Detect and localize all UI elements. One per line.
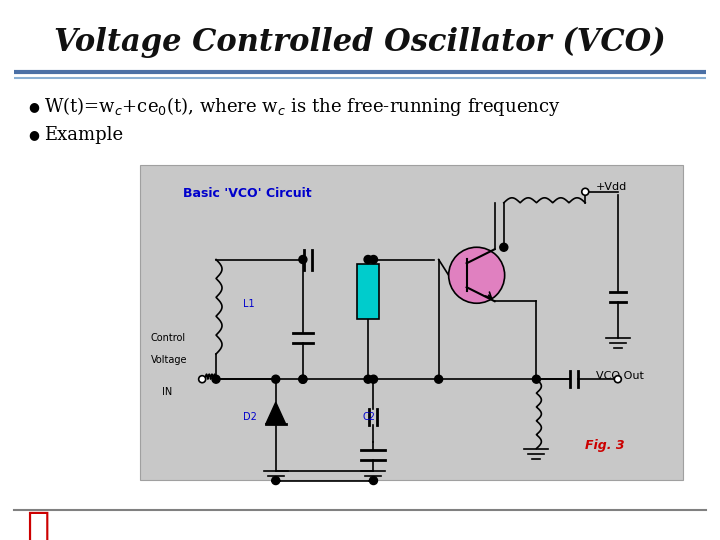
Circle shape xyxy=(614,376,621,383)
Text: IN: IN xyxy=(162,387,172,397)
Circle shape xyxy=(364,375,372,383)
Circle shape xyxy=(364,255,372,264)
Polygon shape xyxy=(266,402,286,424)
Bar xyxy=(140,165,683,480)
Text: Ⓤ: Ⓤ xyxy=(27,509,50,540)
Circle shape xyxy=(582,188,589,195)
Circle shape xyxy=(299,255,307,264)
Text: W(t)=w$_c$+ce$_0$(t), where w$_c$ is the free-running frequency: W(t)=w$_c$+ce$_0$(t), where w$_c$ is the… xyxy=(44,96,561,118)
Circle shape xyxy=(369,255,377,264)
Circle shape xyxy=(435,375,443,383)
Circle shape xyxy=(449,247,505,303)
Text: Fig. 3: Fig. 3 xyxy=(585,439,625,452)
Text: Basic 'VCO' Circuit: Basic 'VCO' Circuit xyxy=(184,187,312,200)
Text: +Vdd: +Vdd xyxy=(596,182,627,192)
Circle shape xyxy=(500,243,508,251)
Text: C2: C2 xyxy=(363,412,376,422)
Circle shape xyxy=(271,477,280,484)
Text: ●: ● xyxy=(28,100,39,113)
Circle shape xyxy=(299,375,307,383)
Circle shape xyxy=(271,375,280,383)
Text: Example: Example xyxy=(44,126,123,144)
Text: D2: D2 xyxy=(243,412,257,422)
Text: Voltage Controlled Oscillator (VCO): Voltage Controlled Oscillator (VCO) xyxy=(54,26,666,58)
Text: Voltage: Voltage xyxy=(151,355,187,365)
Text: ●: ● xyxy=(28,129,39,141)
Circle shape xyxy=(199,376,206,383)
Circle shape xyxy=(212,375,220,383)
Circle shape xyxy=(532,375,541,383)
Circle shape xyxy=(369,477,377,484)
Bar xyxy=(357,264,379,319)
Text: VCO Out: VCO Out xyxy=(596,371,644,381)
Text: L1: L1 xyxy=(243,299,255,308)
Circle shape xyxy=(369,375,377,383)
Circle shape xyxy=(299,375,307,383)
Text: Control: Control xyxy=(151,333,186,343)
